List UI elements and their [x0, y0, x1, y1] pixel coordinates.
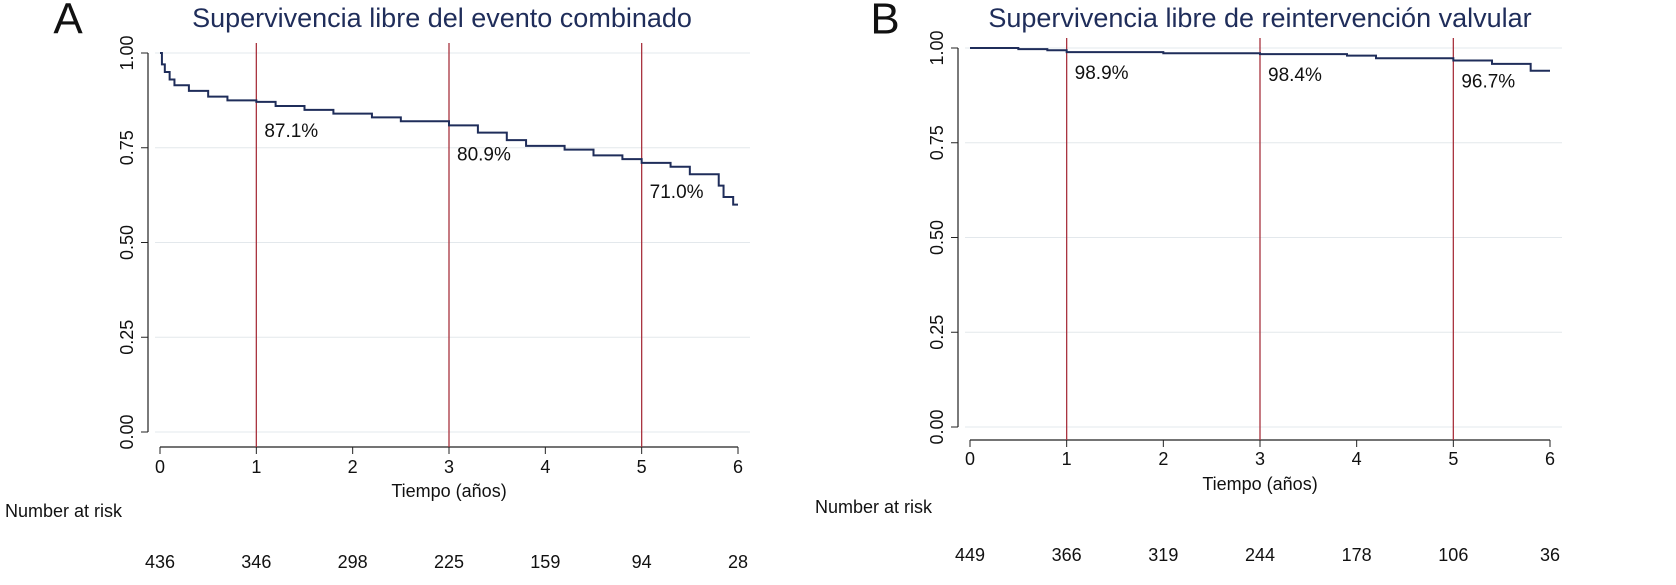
y-tick-label: 0.75 [117, 130, 137, 165]
number-at-risk: 28 [728, 552, 748, 572]
x-tick-label: 5 [637, 457, 647, 477]
x-tick-label: 4 [540, 457, 550, 477]
x-tick-label: 0 [965, 449, 975, 469]
annotation: 98.9% [1075, 63, 1129, 84]
annotation: 87.1% [264, 121, 318, 142]
number-at-risk: 225 [434, 552, 464, 572]
risk-label: Number at risk [815, 497, 933, 517]
number-at-risk: 244 [1245, 545, 1275, 565]
x-tick-label: 1 [1062, 449, 1072, 469]
annotation: 71.0% [650, 182, 704, 203]
y-tick-label: 0.50 [927, 220, 947, 255]
number-at-risk: 436 [145, 552, 175, 572]
x-tick-label: 6 [733, 457, 743, 477]
x-tick-label: 6 [1545, 449, 1555, 469]
y-tick-label: 0.50 [117, 225, 137, 260]
y-tick-label: 0.00 [117, 414, 137, 449]
chart-title: Supervivencia libre del evento combinado [192, 3, 692, 33]
x-tick-label: 3 [1255, 449, 1265, 469]
survival-curve [160, 52, 738, 206]
x-tick-label: 2 [1158, 449, 1168, 469]
annotation: 80.9% [457, 144, 511, 165]
panel-label: B [870, 0, 899, 44]
y-tick-label: 0.25 [927, 315, 947, 350]
survival-curve [970, 47, 1550, 72]
annotation: 96.7% [1461, 72, 1515, 93]
y-tick-label: 0.25 [117, 320, 137, 355]
x-tick-label: 0 [155, 457, 165, 477]
number-at-risk: 36 [1540, 545, 1560, 565]
chart-title: Supervivencia libre de reintervención va… [988, 3, 1531, 33]
y-tick-label: 0.75 [927, 125, 947, 160]
number-at-risk: 449 [955, 545, 985, 565]
number-at-risk: 159 [530, 552, 560, 572]
number-at-risk: 298 [338, 552, 368, 572]
number-at-risk: 346 [241, 552, 271, 572]
number-at-risk: 94 [632, 552, 652, 572]
annotation: 98.4% [1268, 65, 1322, 86]
y-tick-label: 1.00 [117, 35, 137, 70]
number-at-risk: 366 [1052, 545, 1082, 565]
x-axis-label: Tiempo (años) [391, 481, 506, 501]
y-tick-label: 1.00 [927, 30, 947, 65]
panel-label: A [53, 0, 83, 44]
y-tick-label: 0.00 [927, 409, 947, 444]
number-at-risk: 178 [1342, 545, 1372, 565]
risk-label: Number at risk [5, 501, 123, 521]
x-axis-label: Tiempo (años) [1202, 474, 1317, 494]
number-at-risk: 106 [1438, 545, 1468, 565]
x-tick-label: 2 [348, 457, 358, 477]
x-tick-label: 1 [251, 457, 261, 477]
number-at-risk: 319 [1148, 545, 1178, 565]
x-tick-label: 5 [1448, 449, 1458, 469]
x-tick-label: 3 [444, 457, 454, 477]
x-tick-label: 4 [1352, 449, 1362, 469]
